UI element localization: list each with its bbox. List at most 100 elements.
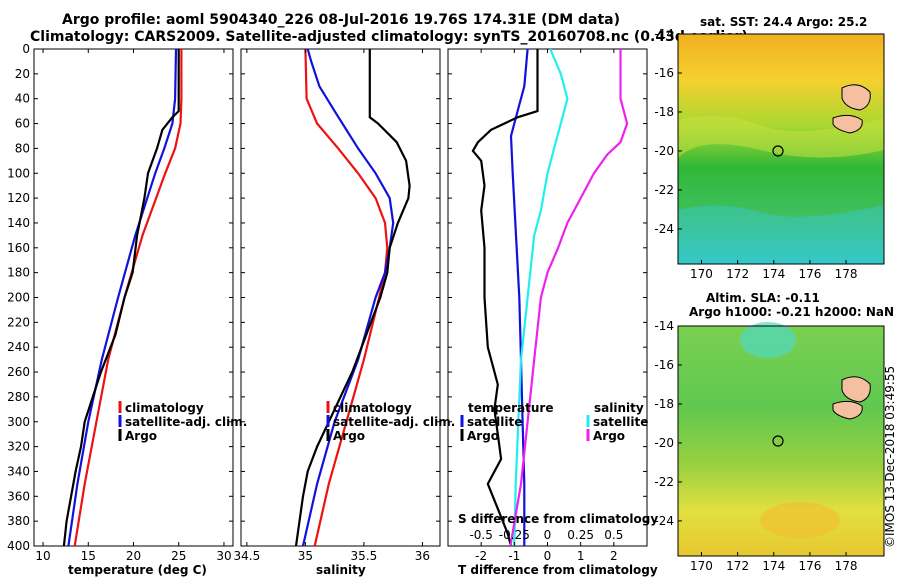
depth-tick-label: 80	[15, 141, 30, 155]
sla-map-ticks: -14 -16 -18 -20 -22 -24 170 172 174 176 178	[654, 319, 857, 573]
legend-label-satellite: satellite-adj. clim.	[125, 415, 247, 429]
x-tick-label: 30	[216, 549, 231, 563]
sst-map: sat. SST: 24.4 Argo: 25.2 -14 -16 -18 -20 -2…	[654, 15, 885, 281]
sst-map-title: sat. SST: 24.4 Argo: 25.2	[700, 15, 867, 29]
sst-map-frame	[677, 33, 885, 265]
difference-xlabel: T difference from climatology	[458, 563, 658, 577]
lon-tick-label: 174	[762, 267, 785, 281]
lon-tick-label: 176	[798, 559, 821, 573]
difference-top-xticks: -0.5 -0.25 0 0.25 0.5	[469, 528, 623, 542]
lat-tick-label: -14	[654, 27, 674, 41]
x-tick-label: 10	[35, 549, 50, 563]
legend-label-climatology: climatology	[125, 401, 204, 415]
salinity-legend: climatology satellite-adj. clim. Argo	[326, 401, 455, 443]
title-line-2: Climatology: CARS2009. Satellite-adjuste…	[30, 29, 748, 45]
fiji-island-icon	[832, 400, 863, 420]
legend-label-t-satellite: satellite	[467, 415, 522, 429]
x-tick-label: 20	[126, 549, 141, 563]
legend-title-temperature: temperature	[468, 401, 553, 415]
lat-tick-label: -16	[654, 66, 674, 80]
legend-label-climatology: climatology	[333, 401, 412, 415]
temperature-legend: climatology satellite-adj. clim. Argo	[118, 401, 247, 443]
sla-cool-patch	[740, 322, 796, 358]
salinity-xticks: 34.5 35 35.5 36	[233, 49, 430, 563]
sst-map-ticks: -14 -16 -18 -20 -22 -24 170 172 174 176 178	[654, 27, 857, 281]
lat-tick-label: -24	[654, 514, 674, 528]
top-tick-label: 0.5	[604, 528, 623, 542]
depth-tick-label: 100	[7, 166, 30, 180]
depth-tick-label: 300	[7, 415, 30, 429]
top-tick-label: 0	[544, 528, 552, 542]
argo-float-marker-icon	[772, 435, 784, 447]
x-tick-label: 2	[610, 549, 618, 563]
temperature-xticks: 10 15 20 25 30	[35, 49, 232, 563]
difference-legend: temperature satellite Argo salinity sate…	[460, 401, 648, 443]
sla-map-frame	[677, 325, 885, 557]
title-line-1: Argo profile: aoml 5904340_226 08-Jul-20…	[62, 12, 621, 28]
x-tick-label: 0	[544, 549, 552, 563]
depth-tick-label: 0	[22, 42, 30, 56]
series-line-t-satellite	[509, 48, 529, 546]
series-line-climatology	[73, 49, 183, 547]
depth-tick-label: 160	[7, 241, 30, 255]
sla-map: Altim. SLA: -0.11 Argo h1000: -0.21 h200…	[654, 291, 894, 573]
lon-tick-label: 178	[835, 559, 858, 573]
sst-warm-band	[678, 116, 884, 158]
depth-tick-label: 140	[7, 216, 30, 230]
lat-tick-label: -20	[654, 144, 674, 158]
series-line-climatology	[304, 48, 389, 547]
x-tick-label: 35.5	[351, 549, 378, 563]
lat-tick-label: -18	[654, 397, 674, 411]
lon-tick-label: 174	[762, 559, 785, 573]
lon-tick-label: 170	[690, 559, 713, 573]
depth-axis: 0 20 40 60 80 100 120 140 160 180 200 220 240 260 280 3…	[7, 42, 647, 553]
depth-tick-label: 380	[7, 514, 30, 528]
temperature-axes	[33, 48, 234, 547]
legend-label-satellite: satellite-adj. clim.	[333, 415, 455, 429]
lon-tick-label: 172	[726, 267, 749, 281]
temperature-xlabel: temperature (deg C)	[68, 563, 207, 577]
depth-tick-label: 400	[7, 539, 30, 553]
sla-map-title-1: Altim. SLA: -0.11	[706, 291, 820, 305]
series-line-argo	[62, 49, 180, 547]
depth-tick-label: 60	[15, 117, 30, 131]
x-tick-label: 1	[577, 549, 585, 563]
lat-tick-label: -22	[654, 183, 674, 197]
lat-tick-label: -14	[654, 319, 674, 333]
lat-tick-label: -22	[654, 475, 674, 489]
x-tick-label: 34.5	[233, 549, 260, 563]
depth-tick-label: 120	[7, 191, 30, 205]
lat-tick-label: -18	[654, 105, 674, 119]
temperature-plot	[62, 48, 183, 547]
lon-tick-label: 178	[835, 267, 858, 281]
difference-plot	[471, 48, 629, 547]
depth-tick-label: 40	[15, 92, 30, 106]
legend-label-s-argo: Argo	[593, 429, 625, 443]
x-tick-label: 15	[81, 549, 96, 563]
depth-tick-label: 320	[7, 440, 30, 454]
series-line-s-argo	[509, 49, 629, 547]
lat-tick-label: -16	[654, 358, 674, 372]
sst-cool-band	[678, 205, 884, 264]
legend-label-s-satellite: satellite	[593, 415, 648, 429]
top-tick-label: 0.25	[567, 528, 594, 542]
difference-axes	[447, 48, 648, 547]
legend-label-argo: Argo	[125, 429, 157, 443]
depth-tick-label: 220	[7, 315, 30, 329]
depth-tick-label: 280	[7, 390, 30, 404]
salinity-axes	[240, 48, 441, 547]
depth-tick-label: 180	[7, 266, 30, 280]
depth-tick-label: 240	[7, 340, 30, 354]
salinity-xlabel: salinity	[316, 563, 366, 577]
x-tick-label: 25	[171, 549, 186, 563]
argo-float-marker-icon	[772, 145, 784, 157]
x-tick-label: 36	[415, 549, 430, 563]
fiji-island-icon	[841, 376, 871, 403]
x-tick-label: -2	[475, 549, 487, 563]
difference-top-xlabel: S difference from climatology	[458, 512, 658, 526]
top-tick-label: -0.5	[469, 528, 492, 542]
series-line-satellite-adj-clim-	[301, 48, 395, 547]
lat-tick-label: -24	[654, 222, 674, 236]
top-tick-label: -0.25	[499, 528, 530, 542]
depth-tick-label: 200	[7, 291, 30, 305]
